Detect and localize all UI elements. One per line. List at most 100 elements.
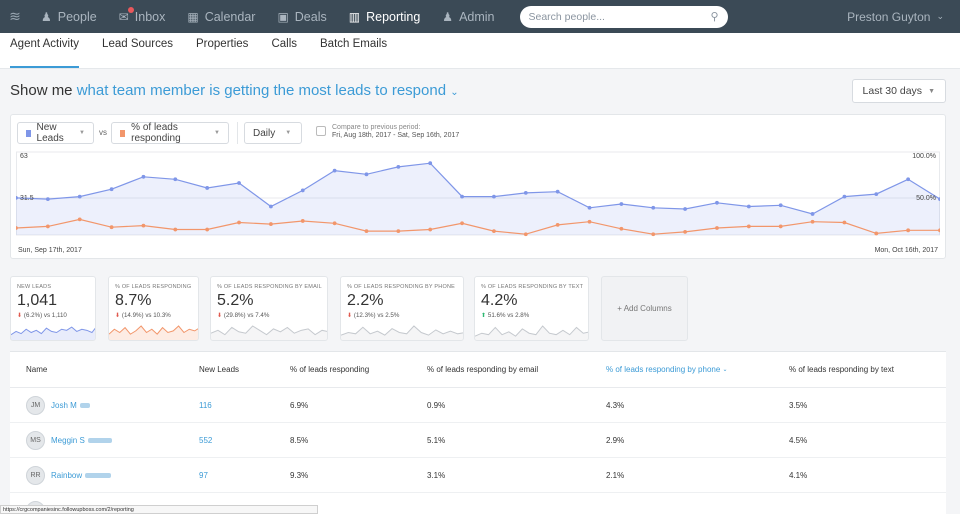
tab-calls[interactable]: Calls — [271, 37, 297, 50]
point-responding — [173, 227, 178, 232]
point-new-leads — [778, 203, 783, 208]
sparkline-area — [475, 326, 588, 340]
agent-name-link[interactable]: Josh M — [51, 400, 77, 410]
sparkline-line — [475, 325, 588, 337]
new-leads-cell[interactable]: 97 — [199, 470, 208, 480]
nav-item-calendar[interactable]: ▦ Calendar — [187, 9, 256, 24]
agent-name-link[interactable]: Meggin S — [51, 435, 85, 445]
point-new-leads — [810, 212, 815, 216]
text-cell: 3.5% — [789, 400, 808, 410]
phone-cell: 4.3% — [606, 400, 625, 410]
compare-label: Compare to previous period: Fri, Aug 18t… — [332, 124, 460, 139]
table-row[interactable]: JM Josh M 116 6.9% 0.9% 4.3% 3.5% — [10, 388, 946, 423]
tab-agent-activity[interactable]: Agent Activity — [10, 32, 80, 68]
redacted-text — [87, 437, 112, 443]
point-responding — [45, 224, 50, 229]
point-responding — [842, 220, 847, 225]
table-row[interactable]: MS Meggin S 552 8.5% 5.1% 2.9% 4.5% — [10, 423, 946, 458]
point-new-leads — [906, 177, 911, 182]
sparkline-line — [11, 326, 95, 336]
stat-card[interactable]: NEW LEADS 1,041 ⬇ (6.2%) vs 1,110 — [10, 276, 96, 341]
metric2-select[interactable]: % of leads responding ▼ — [111, 122, 229, 144]
email-cell: 5.1% — [427, 435, 446, 445]
table-row[interactable]: RR Rainbow 97 9.3% 3.1% 2.1% 4.1% — [10, 458, 946, 493]
interval-select[interactable]: Daily ▼ — [244, 122, 302, 144]
nav-item-inbox[interactable]: ✉ Inbox — [108, 0, 177, 33]
agent-name-link[interactable]: Rainbow — [51, 470, 83, 480]
nav-item-deals[interactable]: ▣ Deals — [277, 9, 327, 24]
point-new-leads — [300, 188, 305, 193]
stat-title: NEW LEADS — [17, 284, 52, 290]
stat-card[interactable]: % OF LEADS RESPONDING 8.7% ⬇ (14.9%) vs 10… — [108, 276, 199, 341]
new-leads-cell[interactable]: 552 — [199, 435, 213, 445]
point-responding — [587, 219, 592, 224]
point-new-leads — [555, 189, 560, 194]
divider — [237, 122, 238, 144]
chevron-down-icon: ⌄ — [450, 87, 459, 98]
stat-change: ⬇ (29.8%) vs 7.4% — [217, 312, 270, 319]
logo-icon[interactable]: ≋ — [9, 8, 21, 24]
arrow-down-icon: ⬇ — [217, 312, 223, 319]
compare-checkbox[interactable] — [316, 126, 326, 136]
new-leads-cell[interactable]: 116 — [199, 400, 212, 410]
sparkline-line — [341, 325, 463, 336]
user-menu[interactable]: Preston Guyton ⌄ — [847, 9, 944, 24]
reporting-subnav: Agent Activity Lead Sources Properties C… — [0, 33, 960, 69]
stat-value: 2.2% — [347, 292, 384, 309]
sparkline-line — [109, 325, 198, 335]
column-header-phone[interactable]: % of leads responding by phone ⌄ — [606, 365, 728, 374]
chart-card: New Leads ▼ vs % of leads responding ▼ Dai… — [10, 114, 946, 259]
stat-value: 5.2% — [217, 292, 254, 309]
stat-card[interactable]: % OF LEADS RESPONDING BY EMAIL 5.2% ⬇ (29.… — [210, 276, 328, 341]
point-new-leads — [109, 187, 114, 192]
tab-lead-sources[interactable]: Lead Sources — [102, 37, 174, 50]
report-question: Show me what team member is getting the … — [10, 82, 459, 99]
column-header-responding[interactable]: % of leads responding — [290, 365, 370, 374]
search-input[interactable] — [528, 10, 711, 23]
series-swatch — [120, 129, 126, 137]
tab-batch-emails[interactable]: Batch Emails — [320, 37, 388, 50]
sparkline — [341, 325, 463, 340]
tab-properties[interactable]: Properties — [196, 37, 249, 50]
phone-cell: 2.9% — [606, 435, 625, 445]
email-cell: 3.1% — [427, 470, 446, 480]
point-responding — [906, 228, 911, 233]
sparkline-area — [211, 326, 327, 340]
responding-cell: 9.3% — [290, 470, 309, 480]
search-icon[interactable]: ⚲ — [710, 11, 719, 23]
question-dropdown[interactable]: what team member is getting the most lea… — [76, 82, 459, 99]
x-axis-start-date: Sun, Sep 17th, 2017 — [18, 247, 82, 254]
column-header-email[interactable]: % of leads responding by email — [427, 365, 539, 374]
status-url: https://crgcompaniesinc.followupboss.com… — [0, 505, 318, 514]
calendar-icon: ▦ — [187, 9, 199, 24]
redacted-text — [85, 472, 112, 478]
nav-item-people[interactable]: ♟ People — [41, 9, 97, 24]
point-responding — [205, 227, 210, 232]
column-header-text[interactable]: % of leads responding by text — [789, 365, 894, 374]
date-range-select[interactable]: Last 30 days ▼ — [851, 79, 946, 103]
metric1-select[interactable]: New Leads ▼ — [17, 122, 94, 144]
nav-item-admin[interactable]: ♟ Admin — [442, 9, 495, 24]
point-new-leads — [938, 197, 940, 201]
nav-item-reporting[interactable]: ▥ Reporting — [348, 9, 421, 24]
name-cell: MS Meggin S — [26, 423, 112, 457]
point-responding — [237, 220, 241, 225]
stat-title: % OF LEADS RESPONDING BY TEXT — [481, 284, 584, 290]
left-axis-tick: 63 — [20, 153, 28, 160]
stat-title: % OF LEADS RESPONDING — [115, 284, 192, 290]
stat-card[interactable]: % OF LEADS RESPONDING BY TEXT 4.2% ⬆ 51.6%… — [474, 276, 589, 341]
point-new-leads — [651, 205, 656, 210]
stat-card[interactable]: % OF LEADS RESPONDING BY PHONE 2.2% ⬇ (12.… — [340, 276, 464, 341]
redacted-text — [79, 402, 90, 408]
point-new-leads — [874, 192, 879, 197]
point-responding — [715, 226, 719, 230]
stat-title: % OF LEADS RESPONDING BY PHONE — [347, 284, 455, 290]
column-header-name[interactable]: Name — [26, 365, 48, 374]
point-responding — [141, 223, 146, 228]
point-responding — [396, 229, 401, 233]
add-columns-button[interactable]: + Add Columns — [601, 276, 688, 341]
chevron-down-icon: ⌄ — [722, 367, 728, 373]
sparkline — [211, 325, 327, 340]
column-header-new-leads[interactable]: New Leads — [199, 365, 240, 374]
point-new-leads — [683, 207, 688, 211]
